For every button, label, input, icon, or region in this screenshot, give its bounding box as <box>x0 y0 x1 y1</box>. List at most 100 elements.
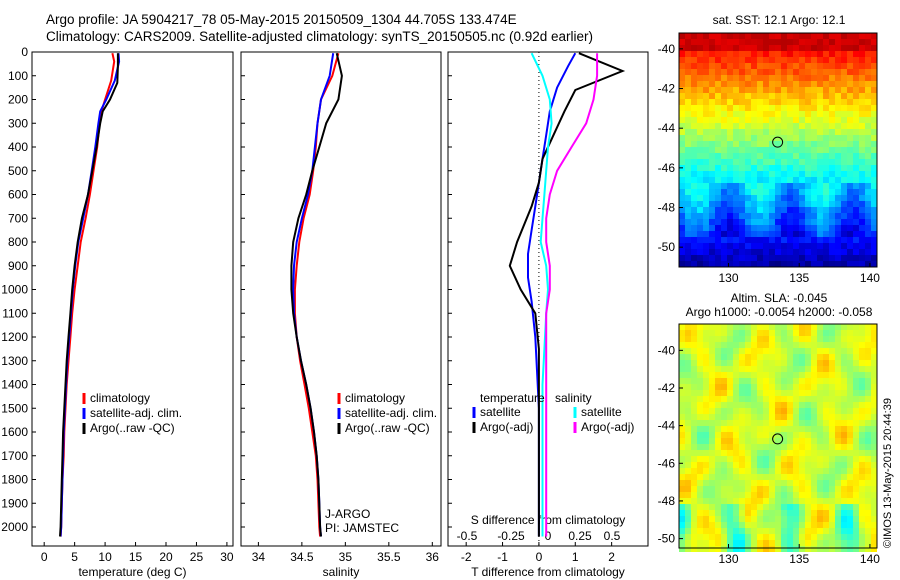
profile-panel-2-frame <box>240 51 442 547</box>
map-cell <box>691 129 697 135</box>
map-cell <box>739 33 745 39</box>
map-cell <box>757 51 763 57</box>
map-cell <box>835 414 841 420</box>
map-cell <box>727 69 733 75</box>
map-cell <box>763 384 769 390</box>
map-cell <box>871 39 877 45</box>
map-cell <box>763 534 769 540</box>
map-cell <box>859 81 865 87</box>
map-cell <box>721 510 727 516</box>
map-cell <box>793 45 799 51</box>
map-cell <box>805 420 811 426</box>
map-cell <box>847 390 853 396</box>
map-cell <box>847 396 853 402</box>
map-cell <box>841 474 847 480</box>
map-cell <box>715 111 721 117</box>
map-cell <box>787 45 793 51</box>
map-cell <box>757 69 763 75</box>
map-cell <box>769 135 775 141</box>
map-cell <box>745 474 751 480</box>
map-cell <box>871 336 877 342</box>
map-cell <box>811 462 817 468</box>
map-cell <box>697 219 703 225</box>
map-cell <box>847 426 853 432</box>
map-cell <box>709 456 715 462</box>
x-tick-label: 0 <box>41 550 48 564</box>
map-cell <box>769 255 775 261</box>
map-cell <box>757 63 763 69</box>
map-cell <box>787 207 793 213</box>
map-cell <box>775 189 781 195</box>
map-cell <box>721 225 727 231</box>
map-cell <box>805 123 811 129</box>
map-cell <box>835 432 841 438</box>
map-cell <box>727 498 733 504</box>
map-cell <box>793 426 799 432</box>
map-cell <box>805 390 811 396</box>
map-cell <box>691 396 697 402</box>
map-cell <box>829 516 835 522</box>
map-cell <box>865 45 871 51</box>
map-cell <box>691 462 697 468</box>
map-cell <box>859 189 865 195</box>
map-cell <box>817 468 823 474</box>
map-cell <box>853 498 859 504</box>
map-cell <box>757 426 763 432</box>
map-cell <box>763 81 769 87</box>
map-cell <box>811 528 817 534</box>
map-cell <box>811 534 817 540</box>
map-cell <box>793 408 799 414</box>
map-cell <box>859 249 865 255</box>
map-cell <box>847 153 853 159</box>
map-cell <box>721 528 727 534</box>
map-cell <box>835 201 841 207</box>
map-cell <box>841 408 847 414</box>
map-cell <box>805 432 811 438</box>
legend-label: satellite <box>480 405 521 419</box>
map-cell <box>697 474 703 480</box>
map-cell <box>871 396 877 402</box>
map-cell <box>745 534 751 540</box>
map-cell <box>691 171 697 177</box>
map-cell <box>709 510 715 516</box>
map-cell <box>709 492 715 498</box>
map-cell <box>733 546 739 552</box>
map-cell <box>775 492 781 498</box>
map-cell <box>775 468 781 474</box>
map-cell <box>823 249 829 255</box>
map-cell <box>739 402 745 408</box>
map-cell <box>703 63 709 69</box>
map-cell <box>757 384 763 390</box>
map-cell <box>679 468 685 474</box>
map-cell <box>715 75 721 81</box>
map-cell <box>775 51 781 57</box>
map-cell <box>691 183 697 189</box>
map-cell <box>691 177 697 183</box>
map-cell <box>715 33 721 39</box>
map-cell <box>691 105 697 111</box>
map-cell <box>865 384 871 390</box>
argo-position-marker <box>772 136 784 148</box>
map-cell <box>763 330 769 336</box>
map-cell <box>691 261 697 267</box>
map-cell <box>739 195 745 201</box>
map-cell <box>799 51 805 57</box>
map-cell <box>781 51 787 57</box>
map-cell <box>841 129 847 135</box>
map-cell <box>751 255 757 261</box>
map-cell <box>757 189 763 195</box>
map-cell <box>763 498 769 504</box>
map-cell <box>829 195 835 201</box>
map-cell <box>745 540 751 546</box>
map-cell <box>697 510 703 516</box>
map-cell <box>871 189 877 195</box>
map-cell <box>685 159 691 165</box>
map-cell <box>865 480 871 486</box>
map-cell <box>829 93 835 99</box>
map-cell <box>799 402 805 408</box>
map-cell <box>835 360 841 366</box>
map-cell <box>799 129 805 135</box>
map-cell <box>871 492 877 498</box>
map-cell <box>799 33 805 39</box>
map-cell <box>841 402 847 408</box>
